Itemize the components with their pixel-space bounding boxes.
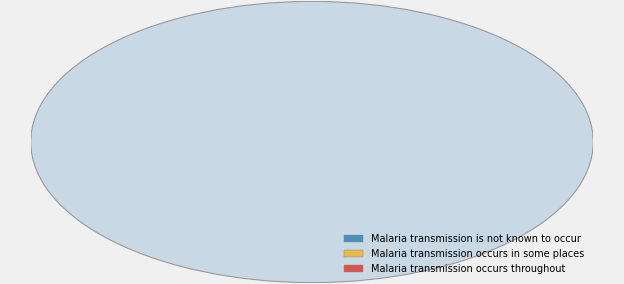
Legend: Malaria transmission is not known to occur, Malaria transmission occurs in some : Malaria transmission is not known to occ… <box>340 230 588 278</box>
Ellipse shape <box>31 1 593 283</box>
